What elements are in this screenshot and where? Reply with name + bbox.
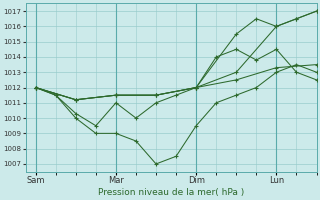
X-axis label: Pression niveau de la mer( hPa ): Pression niveau de la mer( hPa ) bbox=[98, 188, 244, 197]
